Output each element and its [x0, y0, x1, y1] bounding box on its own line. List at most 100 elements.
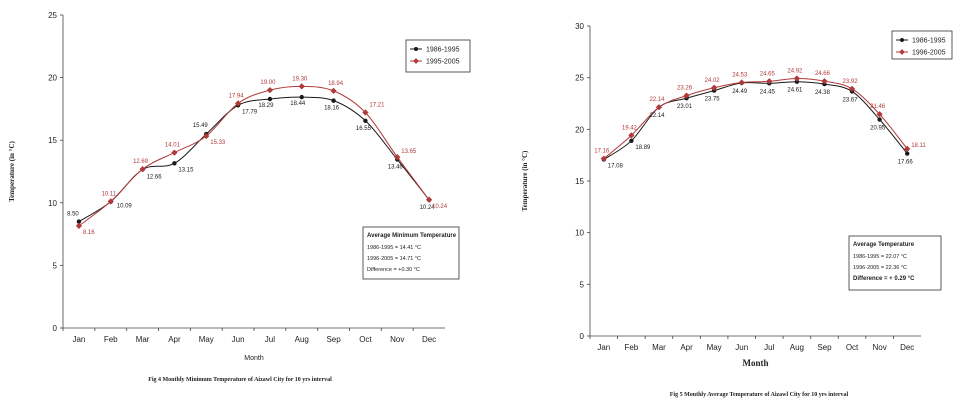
y-tick-label: 5 — [53, 261, 58, 270]
chart-average-temperature: 0 5 10 15 20 25 30 Jan Feb Mar Apr May Jun Jul Aug Sep O… — [521, 22, 953, 398]
info-box-line: Difference = +0.30 °C — [367, 267, 420, 273]
data-label-series-1: 8.50 — [67, 212, 79, 218]
y-axis-label: Temperature (in °C) — [8, 140, 16, 201]
x-tick-label: Sep — [326, 335, 341, 344]
legend-label: 1995-2005 — [426, 59, 460, 66]
data-point-series-1 — [905, 151, 910, 156]
y-tick-label: 0 — [53, 324, 58, 333]
y-tick-label: 20 — [575, 125, 584, 134]
data-label-series-1: 18.29 — [258, 103, 274, 109]
data-point-series-1 — [877, 117, 882, 122]
y-tick-label: 5 — [580, 280, 585, 289]
data-label-series-2: 14.01 — [165, 143, 181, 149]
data-label-series-2: 17.16 — [594, 149, 610, 155]
data-point-series-1 — [299, 94, 304, 100]
data-point-series-1 — [331, 98, 336, 103]
x-tick-label: Jul — [764, 343, 774, 352]
y-tick-label: 20 — [48, 74, 57, 83]
data-label-series-2: 15.33 — [210, 140, 226, 146]
y-tick-label: 15 — [48, 136, 57, 145]
data-label-series-1: 24.38 — [815, 90, 831, 96]
x-axis-label: Month — [244, 355, 264, 362]
legend-label: 1986-1995 — [912, 38, 946, 45]
x-tick-label: Jan — [597, 343, 610, 352]
data-label-series-1: 20.95 — [870, 126, 886, 132]
x-tick-label: Mar — [652, 343, 666, 352]
x-tick-label: Dec — [900, 343, 914, 352]
data-label-series-1: 15.49 — [193, 123, 209, 129]
data-label-series-1: 18.16 — [324, 106, 340, 112]
data-label-series-1: 23.67 — [843, 97, 859, 103]
x-tick-label: Jun — [232, 335, 245, 344]
data-point-series-2 — [848, 85, 856, 92]
data-point-series-2 — [330, 87, 337, 94]
info-box-line: 1996-2005 = 22.36 °C — [853, 265, 907, 271]
data-label-series-2: 8.16 — [83, 230, 95, 236]
data-label-series-2: 10.24 — [432, 204, 448, 210]
legend-marker — [414, 47, 418, 51]
x-tick-label: Feb — [624, 343, 638, 352]
data-point-series-1 — [629, 138, 634, 144]
data-point-series-2 — [298, 83, 305, 90]
data-label-series-2: 19.42 — [622, 125, 638, 131]
x-tick-label: Sep — [817, 343, 832, 352]
x-tick-label: Jan — [72, 335, 85, 344]
series-line-2 — [78, 85, 430, 227]
info-box-line: 1996-2005 = 14.71 °C — [367, 256, 421, 262]
data-label-series-2: 23.92 — [843, 79, 859, 85]
data-label-series-2: 24.53 — [732, 73, 748, 79]
x-tick-label: Oct — [359, 335, 372, 344]
x-tick-label: Feb — [104, 335, 118, 344]
x-tick-label: Jun — [735, 343, 748, 352]
data-label-series-2: 18.11 — [911, 143, 926, 149]
data-point-series-1 — [363, 118, 368, 123]
data-label-series-1: 18.44 — [290, 101, 306, 107]
figure-caption: Fig 5 Monthly Average Temperature of Aiz… — [670, 392, 849, 398]
data-label-series-1: 23.01 — [677, 104, 693, 110]
data-label-series-1: 16.55 — [356, 126, 372, 132]
info-box-title: Average Minimum Temperature — [367, 233, 457, 239]
data-label-series-2: 24.02 — [705, 78, 721, 84]
data-label-series-1: 10.09 — [117, 204, 133, 210]
info-box — [362, 226, 460, 280]
data-point-series-1 — [267, 96, 273, 102]
info-box-title: Average Temperature — [853, 242, 915, 248]
info-box-line: 1986-1995 = 22.07 °C — [853, 254, 907, 260]
data-label-series-2: 24.66 — [815, 71, 831, 77]
data-label-series-1: 17.66 — [898, 160, 914, 166]
y-tick-label: 15 — [575, 177, 584, 186]
data-label-series-2: 13.65 — [401, 149, 417, 155]
data-point-series-2 — [394, 153, 401, 161]
data-label-series-2: 17.21 — [369, 103, 385, 109]
info-box-line: 1986-1995 = 14.41 °C — [367, 245, 421, 251]
data-label-series-2: 22.14 — [649, 97, 665, 103]
data-point-series-2 — [234, 100, 242, 107]
x-tick-label: Aug — [295, 335, 309, 344]
data-label-series-1: 24.45 — [760, 89, 776, 95]
y-tick-label: 25 — [575, 74, 584, 83]
x-tick-label: Nov — [873, 343, 887, 352]
x-axis-label: Month — [742, 358, 768, 368]
data-label-series-1: 23.75 — [705, 97, 721, 103]
data-label-series-1: 17.08 — [608, 164, 624, 170]
data-label-series-2: 18.94 — [328, 81, 344, 87]
data-label-series-2: 19.30 — [292, 76, 308, 82]
legend-label: 1996-2005 — [912, 50, 946, 57]
x-tick-label: Aug — [790, 343, 804, 352]
x-tick-label: Jul — [265, 335, 275, 344]
data-point-series-2 — [738, 79, 745, 86]
info-box — [848, 235, 942, 291]
data-label-series-1: 13.15 — [178, 167, 194, 173]
data-label-series-1: 24.49 — [732, 89, 748, 95]
x-tick-label: Nov — [390, 335, 404, 344]
x-tick-label: Mar — [136, 335, 150, 344]
data-label-series-2: 23.26 — [677, 86, 693, 92]
x-tick-label: May — [707, 343, 722, 352]
legend-label: 1986-1995 — [426, 47, 460, 54]
data-label-series-2: 19.00 — [260, 80, 276, 86]
legend-box — [891, 30, 953, 60]
data-label-series-2: 21.46 — [870, 104, 886, 110]
data-point-series-1 — [794, 79, 800, 84]
x-tick-label: Oct — [846, 343, 859, 352]
data-point-series-2 — [793, 75, 800, 82]
